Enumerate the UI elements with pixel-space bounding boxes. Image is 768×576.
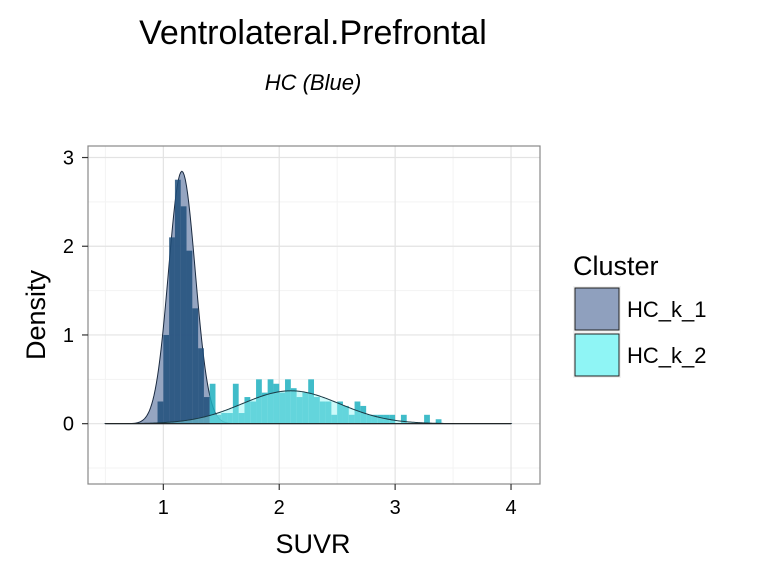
legend-swatch-1 [574,333,620,377]
legend-swatch-0 [574,287,620,331]
histogram-bar-hc-k-2-28 [371,414,378,424]
histogram-hc-k-1 [157,179,210,424]
legend-label-0: HC_k_1 [627,297,706,322]
y-tick-label-0: 0 [63,414,74,436]
panel-background [88,146,540,484]
plot-panel [87,145,541,485]
x-tick-label-2: 3 [390,497,401,519]
legend-items: HC_k_1 HC_k_2 [573,286,706,378]
chart-title: Ventrolateral.Prefrontal [139,14,487,52]
panel-border [87,145,541,485]
histogram-bar-hc-k-2-9 [261,392,268,424]
histogram-bar-hc-k-2-37 [424,414,430,424]
histogram-bar-hc-k-2-8 [256,379,262,424]
histogram-bar-hc-k-2-11 [273,383,280,424]
legend: Cluster HC_k_1 HC_k_2 [573,251,706,378]
histogram-bar-hc-k-2-15 [296,397,303,424]
histogram-bar-hc-k-2-2 [221,413,228,424]
histogram-bar-hc-k-2-22 [337,401,343,424]
histogram-bar-hc-k-2-0 [209,383,216,424]
histogram-bar-hc-k-1-1 [163,334,170,424]
x-tick-label-3: 4 [505,497,516,519]
histogram-bar-hc-k-1-8 [203,397,210,424]
histogram-bar-hc-k-2-20 [325,401,332,424]
x-tick-label-0: 1 [158,497,169,519]
histogram-bar-hc-k-2-3 [227,413,233,424]
histogram-bar-hc-k-2-33 [400,414,407,424]
histogram-bar-hc-k-2-29 [377,414,384,424]
histogram-bar-hc-k-2-24 [348,414,355,424]
histogram-bar-hc-k-1-0 [157,401,164,424]
histogram-bar-hc-k-2-26 [360,405,367,424]
y-tick-label-1: 1 [63,325,74,347]
histogram-bar-hc-k-2-16 [302,392,309,424]
x-axis-ticks: 1 2 3 4 [158,484,517,519]
histogram-bar-hc-k-2-7 [250,401,257,424]
y-axis-label: Density [21,269,51,360]
histogram-bar-hc-k-2-17 [308,379,314,424]
histogram-bar-hc-k-1-2 [169,237,175,424]
histogram-bar-hc-k-2-23 [342,405,349,424]
histogram-bar-hc-k-1-4 [180,206,187,424]
histogram-bar-hc-k-2-5 [238,413,245,424]
histogram-bar-hc-k-2-14 [290,388,297,424]
histogram-bar-hc-k-2-31 [389,414,396,424]
histogram-bar-hc-k-2-27 [366,414,372,424]
histogram-bar-hc-k-1-5 [186,250,193,424]
histogram-bar-hc-k-1-7 [198,348,204,424]
histogram-bar-hc-k-2-4 [232,383,239,424]
y-axis-ticks: 0 1 2 3 [63,148,88,436]
histogram-bar-hc-k-2-1 [215,414,222,424]
legend-title: Cluster [573,251,659,281]
histogram-bar-hc-k-1-3 [174,179,181,424]
histogram-bar-hc-k-2-10 [267,379,274,424]
x-axis-label: SUVR [275,529,350,559]
chart-subtitle: HC (Blue) [265,70,362,95]
histogram-bar-hc-k-2-6 [244,397,251,424]
x-tick-label-1: 2 [274,497,285,519]
histogram-bar-hc-k-2-19 [319,401,326,424]
histogram-bar-hc-k-2-12 [279,392,286,424]
histogram-bar-hc-k-2-13 [285,379,291,424]
y-tick-label-2: 2 [63,236,74,258]
legend-label-1: HC_k_2 [627,343,706,368]
histogram-bar-hc-k-2-25 [354,401,361,424]
histogram-bar-hc-k-1-6 [192,308,199,424]
histogram-bar-hc-k-2-18 [314,397,320,424]
y-tick-label-3: 3 [63,148,74,170]
histogram-bar-hc-k-2-39 [435,419,442,424]
histogram-bar-hc-k-2-21 [331,414,338,424]
